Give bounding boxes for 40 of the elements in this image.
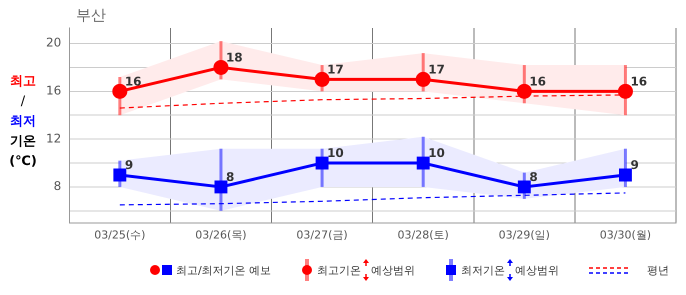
x-tick-label: 03/29(일) — [498, 228, 550, 242]
data-label: 18 — [226, 50, 243, 65]
data-label: 9 — [124, 158, 134, 172]
data-label: 16 — [124, 74, 142, 88]
point — [112, 84, 128, 99]
point — [618, 84, 633, 99]
point — [316, 156, 329, 170]
data-label: 10 — [327, 146, 344, 160]
y-tick-label: 12 — [46, 131, 62, 146]
data-label: 16 — [630, 74, 648, 88]
text: 평년 — [647, 262, 670, 278]
data-label: 16 — [529, 74, 546, 88]
chart-title: 부산 — [76, 6, 106, 25]
data-label: 10 — [428, 146, 445, 160]
data-label: 8 — [529, 170, 538, 184]
data-label: 17 — [428, 62, 445, 77]
point — [213, 60, 228, 75]
x-tick-label: 03/28(토) — [398, 228, 449, 242]
y-tick-label: 16 — [46, 83, 62, 98]
x-tick-label: 03/30(월) — [600, 228, 652, 242]
point — [214, 180, 228, 194]
point — [518, 180, 531, 194]
y-tick-label: 20 — [46, 36, 62, 50]
y-axis-title: 최고/최저 기온 (℃) — [8, 73, 38, 171]
x-tick-label: 03/26(목) — [195, 228, 247, 242]
data-label: 8 — [226, 170, 234, 184]
point — [113, 168, 126, 182]
data-label: 17 — [327, 62, 344, 77]
x-tick-label: 03/27(금) — [296, 228, 348, 242]
text: 최고/최저기온 예보 — [176, 262, 272, 278]
y-tick-label: 8 — [54, 179, 62, 194]
x-tick-label: 03/25(수) — [94, 228, 146, 242]
text: 최고기온 예상범위 — [317, 262, 416, 278]
point — [416, 156, 430, 170]
text: 최저기온 예상범위 — [461, 262, 560, 278]
point — [516, 84, 532, 99]
data-label: 9 — [630, 158, 639, 172]
point — [618, 168, 632, 182]
point — [314, 72, 330, 87]
point — [416, 72, 431, 87]
